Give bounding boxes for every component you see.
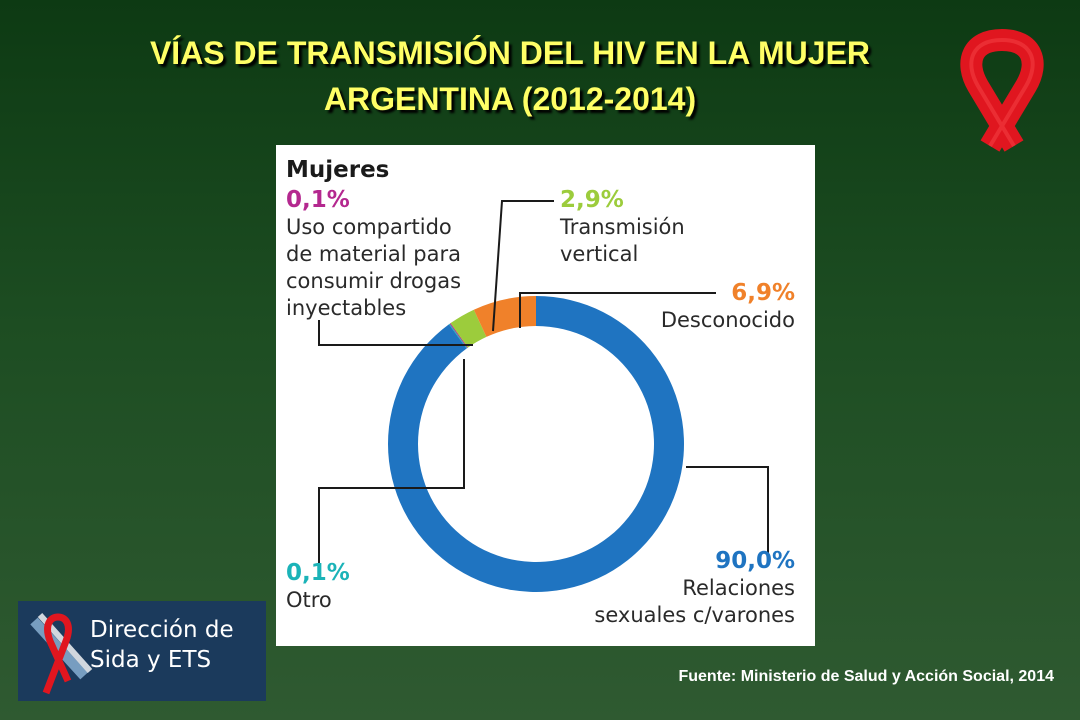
leader-line-desconocido <box>519 292 716 328</box>
name-vertical-1: Transmisión <box>560 215 685 239</box>
name-relaciones-1: Relaciones <box>682 576 795 600</box>
red-ribbon-icon <box>960 29 1044 152</box>
leader-line-vertical <box>492 200 554 332</box>
donut-slice-1 <box>449 323 468 349</box>
name-uso-3: consumir drogas <box>286 269 462 293</box>
name-vertical-2: vertical <box>560 242 639 266</box>
leader-line-uso <box>318 320 473 346</box>
page-title: VÍAS DE TRANSMISIÓN DEL HIV EN LA MUJER … <box>60 30 960 122</box>
pct-relaciones: 90,0% <box>715 548 795 574</box>
name-desconocido: Desconocido <box>660 308 795 332</box>
label-otro: 0,1% Otro <box>286 560 350 614</box>
sida-ets-logo: Dirección de Sida y ETS <box>18 601 266 701</box>
name-uso-2: de material para <box>286 242 461 266</box>
leader-line-otro <box>318 359 465 577</box>
pct-uso-compartido: 0,1% <box>286 187 350 213</box>
label-transmision-vertical: 2,9% Transmisión vertical <box>560 187 685 268</box>
logo-line-1: Dirección de <box>90 617 234 643</box>
chart-heading: Mujeres <box>286 157 390 183</box>
label-relaciones: 90,0% Relaciones sexuales c/varones <box>594 548 795 629</box>
pct-otro: 0,1% <box>286 560 350 586</box>
leader-line-relaciones <box>686 466 769 555</box>
donut-svg <box>318 200 769 592</box>
name-uso-1: Uso compartido <box>286 215 452 239</box>
label-uso-compartido: 0,1% Uso compartido de material para con… <box>286 187 461 322</box>
label-desconocido: 6,9% Desconocido <box>661 280 795 334</box>
name-uso-4: inyectables <box>286 296 407 320</box>
pct-transmision-vertical: 2,9% <box>560 187 624 213</box>
ribbon-flag-icon <box>30 613 93 695</box>
name-otro: Otro <box>286 588 332 612</box>
donut-slice-2 <box>449 323 468 349</box>
donut-slice-3 <box>450 309 487 348</box>
donut-chart: Mujeres 0,1% Uso compartido de material … <box>276 145 815 646</box>
title-line-1: VÍAS DE TRANSMISIÓN DEL HIV EN LA MUJER <box>149 35 871 71</box>
title-line-2: ARGENTINA (2012-2014) <box>323 81 697 117</box>
pct-desconocido: 6,9% <box>731 280 795 306</box>
name-relaciones-2: sexuales c/varones <box>594 603 795 627</box>
logo-line-2: Sida y ETS <box>90 647 212 673</box>
logo-text: Dirección de Sida y ETS <box>90 615 234 675</box>
source-note: Fuente: Ministerio de Salud y Acción Soc… <box>678 668 1054 685</box>
